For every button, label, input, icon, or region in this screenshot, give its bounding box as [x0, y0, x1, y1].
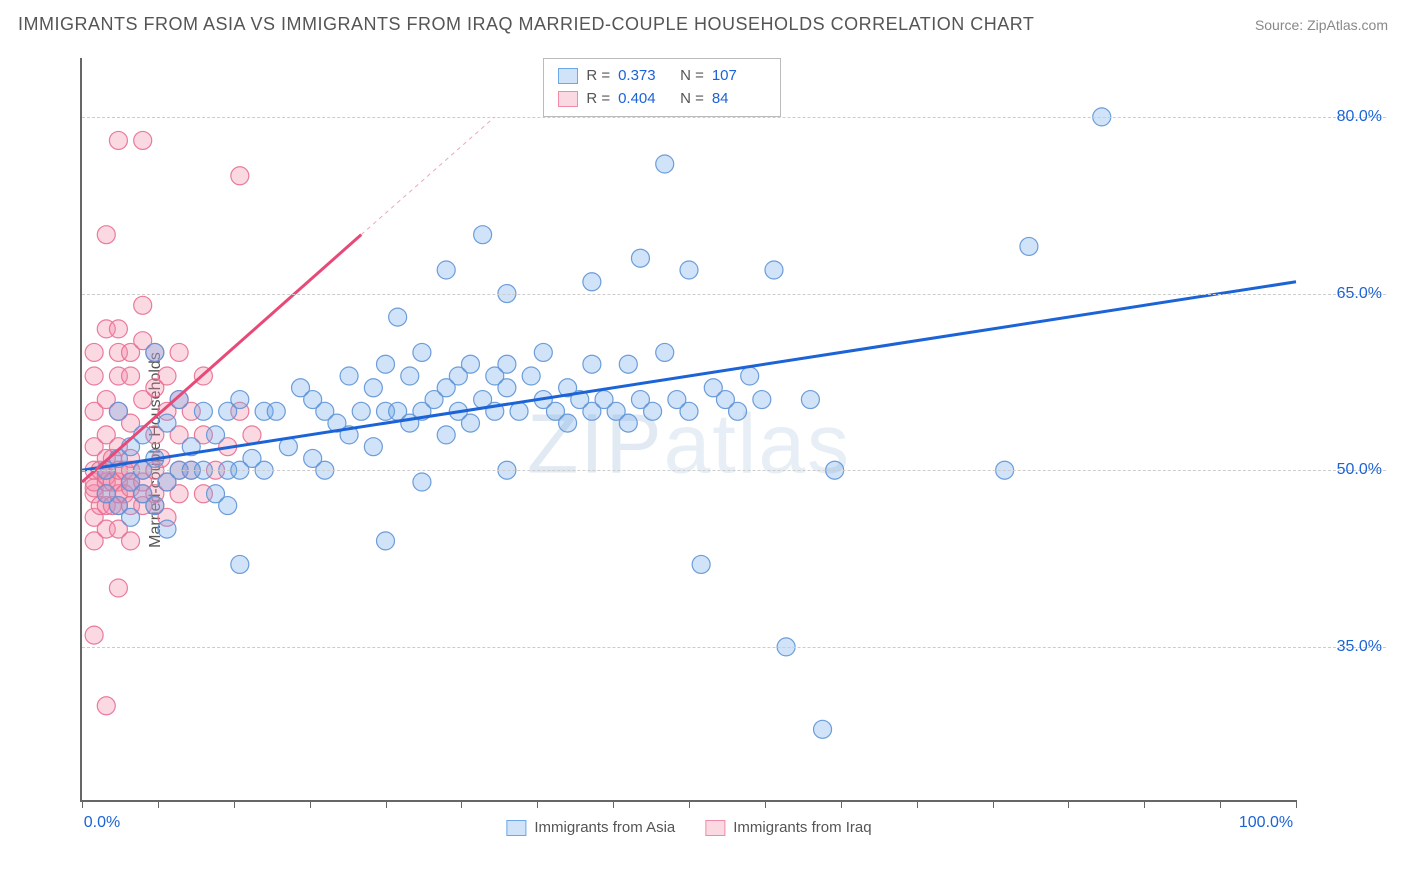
- header: IMMIGRANTS FROM ASIA VS IMMIGRANTS FROM …: [0, 0, 1406, 45]
- legend-item-iraq: Immigrants from Iraq: [705, 819, 871, 836]
- n-value-asia: 107: [712, 65, 766, 88]
- plot-svg: [82, 58, 1296, 800]
- r-value-iraq: 0.404: [618, 88, 672, 111]
- legend-row-asia: R = 0.373 N = 107: [558, 65, 766, 88]
- n-label: N =: [680, 65, 704, 88]
- swatch-iraq: [558, 91, 578, 107]
- swatch-iraq-icon: [705, 820, 725, 836]
- n-value-iraq: 84: [712, 88, 766, 111]
- legend-label-iraq: Immigrants from Iraq: [733, 819, 871, 836]
- r-label: R =: [586, 88, 610, 111]
- series-legend: Immigrants from Asia Immigrants from Ira…: [506, 819, 871, 836]
- r-value-asia: 0.373: [618, 65, 672, 88]
- chart-area: Married-couple Households ZIPatlas R = 0…: [50, 48, 1386, 852]
- legend-item-asia: Immigrants from Asia: [506, 819, 675, 836]
- r-label: R =: [586, 65, 610, 88]
- y-tick-label: 65.0%: [1337, 285, 1382, 303]
- plot-region: ZIPatlas R = 0.373 N = 107 R = 0.404 N =…: [80, 58, 1296, 802]
- source-label: Source: ZipAtlas.com: [1255, 17, 1388, 33]
- chart-title: IMMIGRANTS FROM ASIA VS IMMIGRANTS FROM …: [18, 14, 1034, 35]
- y-tick-label: 50.0%: [1337, 461, 1382, 479]
- x-tick-label: 100.0%: [1239, 814, 1293, 832]
- correlation-legend: R = 0.373 N = 107 R = 0.404 N = 84: [543, 58, 781, 117]
- y-tick-label: 35.0%: [1337, 638, 1382, 656]
- swatch-asia-icon: [506, 820, 526, 836]
- x-tick-label: 0.0%: [84, 814, 120, 832]
- y-tick-label: 80.0%: [1337, 108, 1382, 126]
- swatch-asia: [558, 68, 578, 84]
- n-label: N =: [680, 88, 704, 111]
- legend-label-asia: Immigrants from Asia: [534, 819, 675, 836]
- legend-row-iraq: R = 0.404 N = 84: [558, 88, 766, 111]
